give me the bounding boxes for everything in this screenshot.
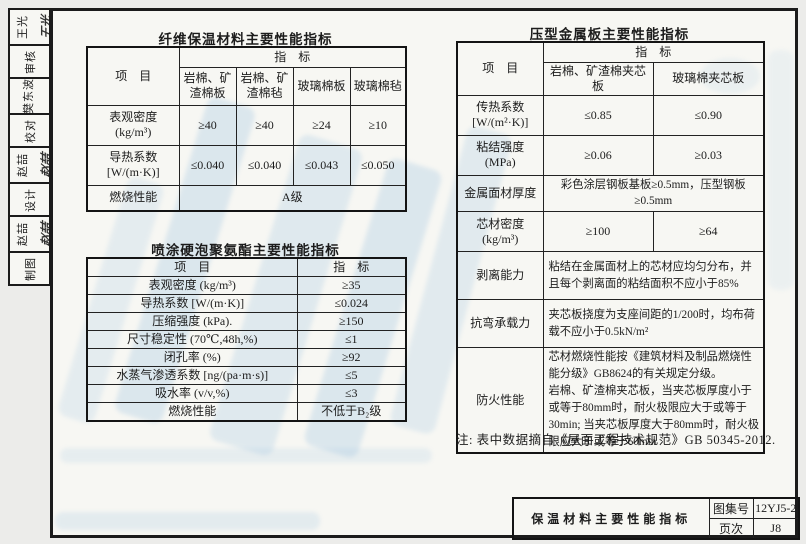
pu-header-item: 项 目 [86,257,298,277]
metal-cell: ≤0.90 [652,94,765,136]
atlas-number-value: 12YJ5-2 [752,497,800,519]
metal-row-label: 芯材密度 (kg/m³) [456,211,544,253]
pu-cell: ≤1 [296,330,407,349]
fiber-table-title: 纤维保温材料主要性能指标 [158,32,333,47]
metal-row-label: 传热系数 [W/(m²·K)] [456,94,544,136]
fiber-row-label: 导热系数 [W/(m·K)] [86,144,180,186]
pu-cell: ≥150 [296,312,407,331]
fiber-col-header: 玻璃棉板 [292,66,351,106]
fiber-cell: ≥10 [349,104,407,146]
metal-cell: ≥100 [542,211,654,253]
designer-name-box: 赵喆 赵喆 [8,146,51,184]
metal-row-label: 防火性能 [456,347,544,454]
metal-col-header: 玻璃棉夹芯板 [652,61,765,96]
metal-header-item: 项 目 [456,41,544,96]
checker-name-box: 樊东波 樊东波 [8,77,51,115]
metal-cell-span: 粘结在金属面材上的芯材应均匀分布，并且每个剥离面的粘结面积不应小于85% [542,251,765,301]
metal-row-label: 金属面材厚度 [456,174,544,213]
pu-row-label: 水蒸气渗透系数 [ng/(pa·m·s)] [86,366,298,385]
signature-sidebar: 王光 王光 审核 樊东波 樊东波 校对 赵喆 赵喆 设计 赵喆 赵喆 制图 [8,8,51,286]
metal-header-indicator: 指 标 [542,41,765,63]
metal-cell: ≥0.06 [542,134,654,176]
fiber-cell: ≤0.040 [235,144,294,186]
pu-row-label: 压缩强度 (kPa). [86,312,298,331]
sheet-title: 保温材料主要性能指标 [512,497,710,540]
drafter-signature: 赵喆 [39,220,51,248]
data-source-note: 注: 表中数据摘自《屋面工程技术规范》GB 50345-2012. [456,433,776,447]
drafter-name: 赵喆 [17,222,29,246]
approver-signature: 王光 [39,13,51,41]
metal-cell-span: 彩色涂层钢板基板≥0.5mm，压型钢板≥0.5mm [542,174,765,213]
fiber-cell: ≤0.043 [292,144,351,186]
metal-cell-span: 芯材燃烧性能按《建筑材料及制品燃烧性能分级》GB8624的有关规定分级。 岩棉、… [542,347,765,454]
pu-cell: ≥92 [296,348,407,367]
checker-label: 校对 [24,118,37,143]
checker-name: 樊东波 [23,78,35,114]
drafter-label-box: 制图 [8,251,51,286]
fiber-row-label: 表观密度 (kg/m³) [86,104,180,146]
fiber-cell: ≥40 [235,104,294,146]
fiber-cell-span: A级 [178,184,407,212]
designer-signature: 赵喆 [39,151,51,179]
fiber-header-indicator: 指 标 [178,46,407,68]
pu-row-label: 吸水率 (v/v,%) [86,384,298,403]
pu-cell: ≤3 [296,384,407,403]
fiber-col-header: 岩棉、矿 渣棉毡 [235,66,294,106]
fiber-table: 项 目 指 标 岩棉、矿 渣棉板 岩棉、矿 渣棉毡 玻璃棉板 玻璃棉毡 表观密度… [86,46,408,212]
pu-cell: ≤5 [296,366,407,385]
atlas-number-label: 图集号 [708,497,754,519]
pu-table: 项 目 指 标 表观密度 (kg/m³) ≥35 导热系数 [W/(m·K)] … [86,257,407,422]
metal-table: 项 目 指 标 岩棉、矿渣棉夹芯板 玻璃棉夹芯板 传热系数 [W/(m²·K)]… [456,41,766,454]
approver-label-box: 审核 [8,44,51,79]
metal-cell: ≥64 [652,211,765,253]
pu-row-label: 导热系数 [W/(m·K)] [86,294,298,313]
pu-cell: 不低于B₂级 [296,402,407,422]
metal-cell: ≥0.03 [652,134,765,176]
designer-name: 赵喆 [17,153,29,177]
approver-name: 王光 [17,15,29,39]
fiber-cell: ≤0.050 [349,144,407,186]
metal-cell-span: 夹芯板挠度为支座间距的1/200时，均布荷载不应小于0.5kN/m² [542,299,765,349]
checker-label-box: 校对 [8,113,51,148]
pu-cell: ≥35 [296,276,407,295]
pu-cell: ≤0.024 [296,294,407,313]
page-number-label: 页次 [708,517,754,540]
fiber-row-label: 燃烧性能 [86,184,180,212]
fiber-col-header: 岩棉、矿 渣棉板 [178,66,237,106]
metal-col-header: 岩棉、矿渣棉夹芯板 [542,61,654,96]
approver-name-box: 王光 王光 [8,8,51,46]
drafter-label: 制图 [24,256,37,281]
pu-row-label: 燃烧性能 [86,402,298,422]
fiber-cell: ≤0.040 [178,144,237,186]
metal-row-label: 抗弯承载力 [456,299,544,349]
pu-row-label: 表观密度 (kg/m³) [86,276,298,295]
designer-label-box: 设计 [8,182,51,217]
approver-label: 审核 [24,49,37,74]
fiber-header-item: 项 目 [86,46,180,106]
pu-row-label: 闭孔率 (%) [86,348,298,367]
fiber-cell: ≥24 [292,104,351,146]
drafter-name-box: 赵喆 赵喆 [8,215,51,253]
metal-row-label: 粘结强度 (MPa) [456,134,544,176]
metal-row-label: 剥离能力 [456,251,544,301]
title-block: 保温材料主要性能指标 图集号 12YJ5-2 页次 J8 [512,497,800,540]
pu-header-indicator: 指 标 [296,257,407,277]
pu-row-label: 尺寸稳定性 (70℃,48h,%) [86,330,298,349]
fiber-cell: ≥40 [178,104,237,146]
metal-cell: ≤0.85 [542,94,654,136]
pu-table-title: 喷涂硬泡聚氨酯主要性能指标 [151,243,340,258]
page-number-value: J8 [752,517,800,540]
metal-table-title: 压型金属板主要性能指标 [529,27,690,42]
fiber-col-header: 玻璃棉毡 [349,66,407,106]
designer-label: 设计 [24,187,37,212]
